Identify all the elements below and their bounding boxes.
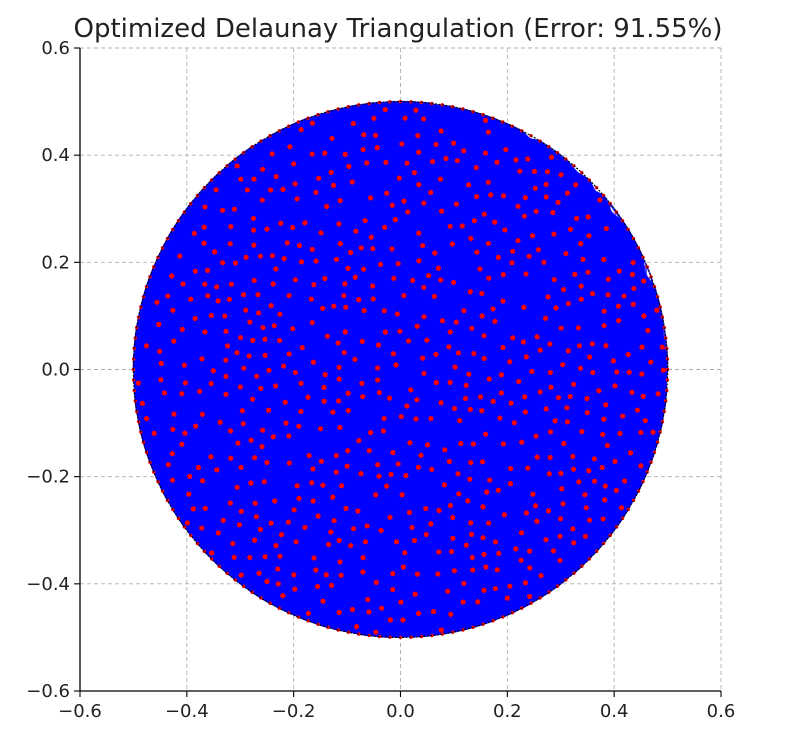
- mesh-layer: [132, 100, 670, 639]
- chart-title: Optimized Delaunay Triangulation (Error:…: [73, 14, 722, 44]
